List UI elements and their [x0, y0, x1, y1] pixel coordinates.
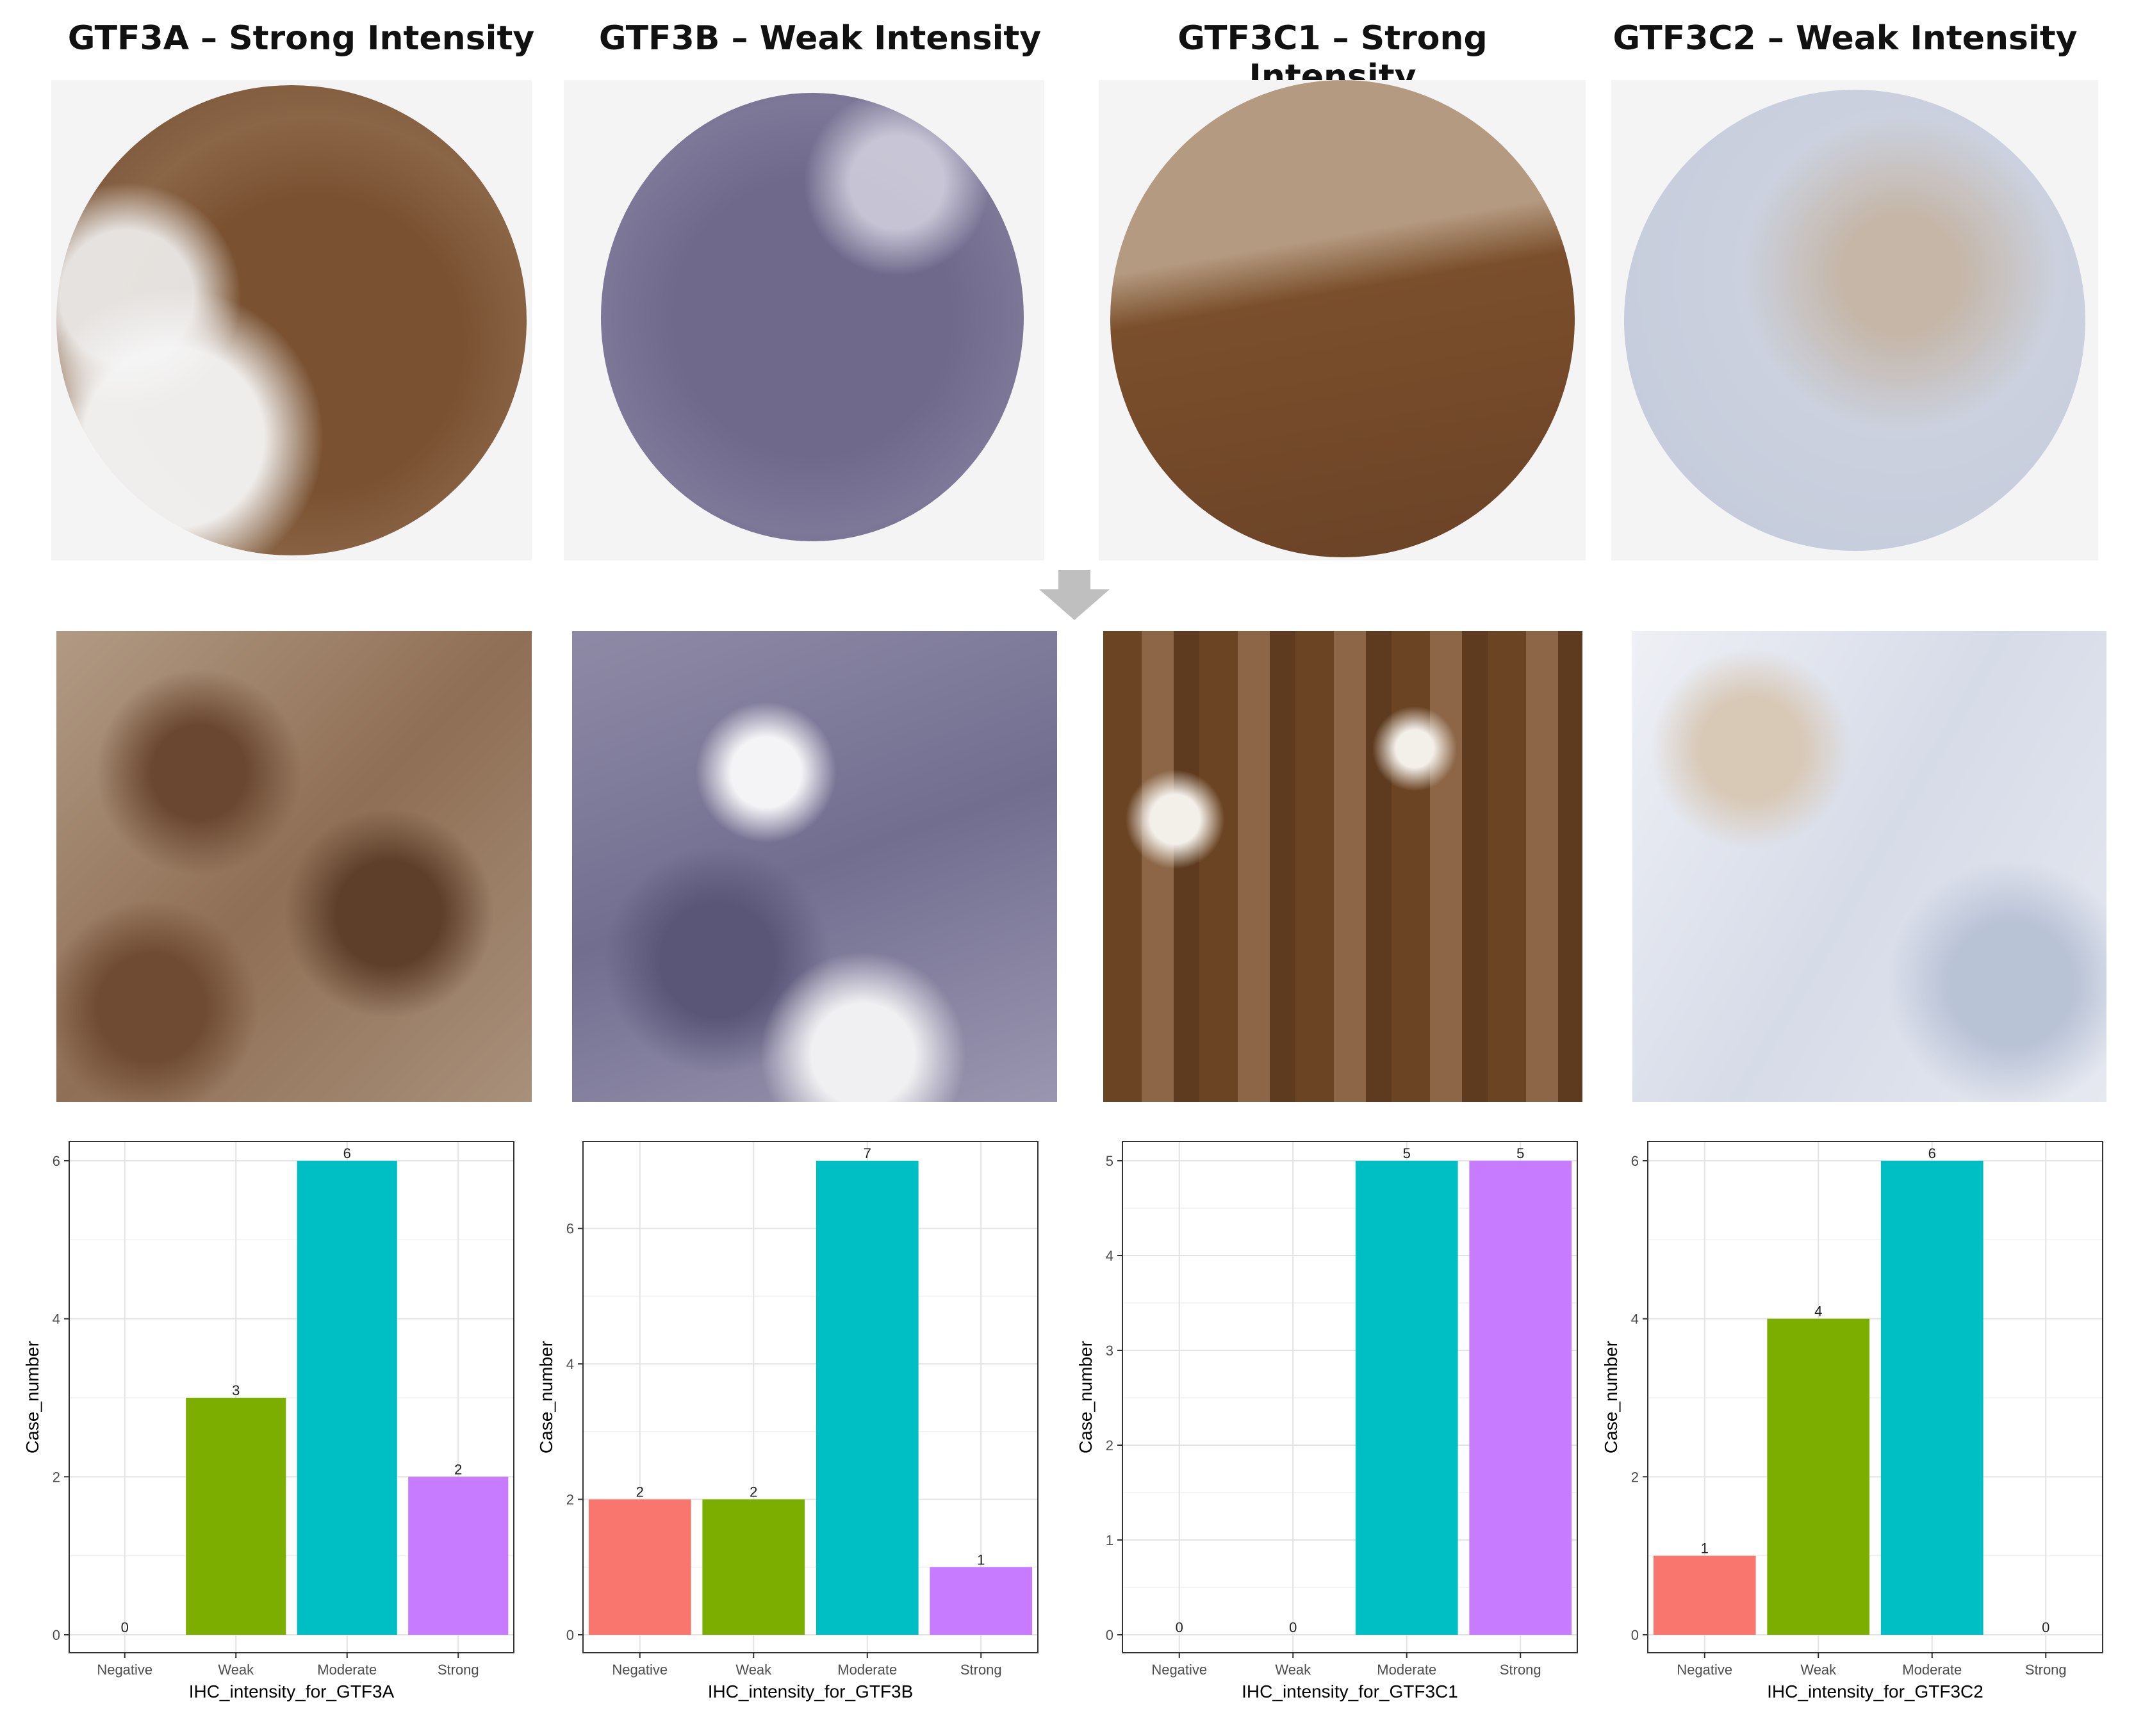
zoom-view-gtf3c1 — [1103, 631, 1582, 1102]
tissue-core-panel-gtf3c2 — [1611, 80, 2098, 561]
y-tick-label: 6 — [53, 1153, 60, 1169]
y-axis-title: Case_number — [538, 1341, 556, 1453]
bar-value-label: 0 — [2042, 1619, 2049, 1635]
x-tick-label: Strong — [1500, 1662, 1541, 1678]
zoom-view-gtf3c2 — [1632, 631, 2106, 1102]
bar-value-label: 6 — [343, 1145, 351, 1161]
x-tick-label: Weak — [1275, 1662, 1311, 1678]
down-arrow-icon — [1039, 570, 1110, 620]
bar — [1469, 1161, 1572, 1635]
y-tick-label: 4 — [53, 1311, 60, 1327]
bar — [930, 1567, 1033, 1635]
x-axis-title: IHC_intensity_for_GTF3A — [189, 1682, 395, 1701]
bar-value-label: 4 — [1814, 1304, 1822, 1320]
plot-border — [1647, 1141, 2103, 1653]
bar-value-label: 0 — [1176, 1619, 1183, 1635]
y-tick-label: 6 — [1631, 1153, 1639, 1169]
x-axis-title: IHC_intensity_for_GTF3C1 — [1242, 1682, 1458, 1701]
y-tick-label: 2 — [53, 1469, 60, 1485]
x-tick-label: Moderate — [1377, 1662, 1436, 1678]
x-tick-label: Negative — [1151, 1662, 1207, 1678]
tissue-core-panel-gtf3c1 — [1099, 80, 1586, 561]
y-tick-label: 2 — [1631, 1469, 1639, 1485]
bar-value-label: 5 — [1516, 1145, 1524, 1161]
y-tick-label: 3 — [1106, 1343, 1113, 1359]
bar — [408, 1477, 509, 1635]
x-axis-title: IHC_intensity_for_GTF3B — [708, 1682, 914, 1701]
bar — [816, 1161, 919, 1635]
x-tick-label: Weak — [218, 1662, 254, 1678]
x-tick-label: Negative — [97, 1662, 152, 1678]
plot-border — [582, 1141, 1039, 1653]
x-tick-label: Strong — [960, 1662, 1002, 1678]
x-tick-label: Strong — [438, 1662, 479, 1678]
y-tick-label: 0 — [566, 1627, 574, 1643]
tissue-core-gtf3b — [601, 93, 1024, 541]
x-tick-label: Moderate — [317, 1662, 377, 1678]
bar-chart-gtf3a: 0 3 6 2 0 2 4 6 Negative Weak Moderate Strong IHC_in… — [22, 1141, 514, 1701]
bar — [702, 1499, 805, 1635]
bar — [1355, 1161, 1458, 1635]
y-tick-label: 1 — [1106, 1532, 1113, 1548]
x-tick-label: Negative — [612, 1662, 668, 1678]
y-tick-label: 5 — [1106, 1153, 1113, 1169]
bar-chart-gtf3b: 2 2 7 1 0 2 4 6 Negative Weak Moderate Strong IHC_in… — [538, 1141, 1039, 1701]
bar-value-label: 0 — [121, 1619, 129, 1635]
bar-value-label: 2 — [750, 1484, 757, 1500]
title-gtf3b: GTF3B – Weak Intensity — [598, 19, 1042, 58]
y-tick-label: 6 — [566, 1221, 574, 1237]
x-tick-label: Negative — [1677, 1662, 1732, 1678]
y-tick-label: 4 — [1631, 1311, 1639, 1327]
y-axis-title: Case_number — [1076, 1341, 1096, 1453]
tissue-core-gtf3a — [56, 85, 527, 555]
x-tick-label: Moderate — [837, 1662, 897, 1678]
bar-value-label: 6 — [1928, 1145, 1936, 1161]
y-tick-label: 0 — [1106, 1627, 1113, 1643]
x-tick-label: Weak — [735, 1662, 772, 1678]
bar-chart-gtf3c1: 0 0 5 5 0 1 2 3 4 5 Negative Weak Moderate Strong IHC_… — [1076, 1141, 1578, 1701]
tissue-core-gtf3c2 — [1624, 90, 2085, 551]
x-tick-label: Moderate — [1902, 1662, 1962, 1678]
y-tick-label: 4 — [1106, 1248, 1113, 1264]
zoom-view-gtf3b — [572, 631, 1057, 1102]
y-axis-title: Case_number — [1601, 1341, 1621, 1453]
title-gtf3c1: GTF3C1 – Strong Intensity — [1178, 19, 1488, 96]
x-axis-title: IHC_intensity_for_GTF3C2 — [1767, 1682, 1983, 1701]
y-axis-title: Case_number — [22, 1341, 42, 1453]
y-tick-label: 2 — [566, 1492, 574, 1508]
bar-value-label: 5 — [1403, 1145, 1411, 1161]
bar-value-label: 7 — [864, 1145, 871, 1161]
bar-value-label: 1 — [1701, 1541, 1709, 1557]
tissue-core-panel-gtf3b — [564, 80, 1044, 561]
bar — [297, 1161, 397, 1635]
tissue-core-gtf3c1 — [1110, 80, 1575, 557]
bar-chart-gtf3c2: 1 4 6 0 0 2 4 6 Negative Weak Moderate Strong IHC_in… — [1601, 1141, 2103, 1701]
bar-value-label: 0 — [1289, 1619, 1297, 1635]
bar — [1653, 1555, 1756, 1635]
bar — [1767, 1318, 1870, 1635]
bar — [1880, 1161, 1983, 1635]
bar-value-label: 2 — [636, 1484, 644, 1500]
y-tick-label: 4 — [566, 1356, 574, 1372]
plot-border — [69, 1141, 514, 1653]
bar-value-label: 1 — [977, 1552, 985, 1568]
y-tick-label: 0 — [53, 1627, 60, 1643]
x-tick-label: Strong — [2025, 1662, 2067, 1678]
bar-value-label: 2 — [454, 1461, 462, 1477]
bar — [588, 1499, 691, 1635]
bar-value-label: 3 — [232, 1382, 240, 1398]
x-tick-label: Weak — [1800, 1662, 1837, 1678]
y-tick-label: 2 — [1106, 1437, 1113, 1453]
plot-border — [1122, 1141, 1578, 1653]
title-gtf3a: GTF3A – Strong Intensity — [67, 19, 535, 58]
tissue-core-panel-gtf3a — [51, 80, 532, 561]
y-tick-label: 0 — [1631, 1627, 1639, 1643]
title-gtf3c2: GTF3C2 – Weak Intensity — [1613, 19, 2078, 58]
bar — [186, 1398, 286, 1635]
zoom-view-gtf3a — [56, 631, 532, 1102]
